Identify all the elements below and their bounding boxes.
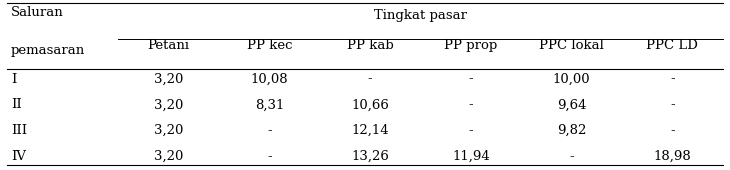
Text: Petani: Petani [147, 39, 190, 52]
Text: 13,26: 13,26 [351, 150, 389, 163]
Text: Saluran: Saluran [11, 6, 64, 19]
Text: PPC lokal: PPC lokal [539, 39, 604, 52]
Text: -: - [267, 124, 272, 137]
Text: 3,20: 3,20 [154, 72, 183, 86]
Text: 9,64: 9,64 [557, 98, 586, 111]
Text: 9,82: 9,82 [557, 124, 586, 137]
Text: 3,20: 3,20 [154, 124, 183, 137]
Text: -: - [569, 150, 574, 163]
Text: -: - [670, 72, 675, 86]
Text: 18,98: 18,98 [653, 150, 691, 163]
Text: III: III [11, 124, 27, 137]
Text: -: - [368, 72, 372, 86]
Text: 10,00: 10,00 [553, 72, 591, 86]
Text: -: - [670, 98, 675, 111]
Text: PP kab: PP kab [347, 39, 393, 52]
Text: 12,14: 12,14 [351, 124, 389, 137]
Text: IV: IV [11, 150, 26, 163]
Text: PP prop: PP prop [444, 39, 497, 52]
Text: 11,94: 11,94 [452, 150, 490, 163]
Text: II: II [11, 98, 22, 111]
Text: PPC LD: PPC LD [646, 39, 699, 52]
Text: -: - [267, 150, 272, 163]
Text: -: - [469, 72, 473, 86]
Text: 3,20: 3,20 [154, 98, 183, 111]
Text: 8,31: 8,31 [255, 98, 284, 111]
Text: -: - [469, 98, 473, 111]
Text: 3,20: 3,20 [154, 150, 183, 163]
Text: Tingkat pasar: Tingkat pasar [374, 9, 467, 22]
Text: 10,66: 10,66 [351, 98, 389, 111]
Text: pemasaran: pemasaran [11, 44, 85, 57]
Text: -: - [469, 124, 473, 137]
Text: I: I [11, 72, 16, 86]
Text: -: - [670, 124, 675, 137]
Text: 10,08: 10,08 [250, 72, 288, 86]
Text: PP kec: PP kec [247, 39, 292, 52]
